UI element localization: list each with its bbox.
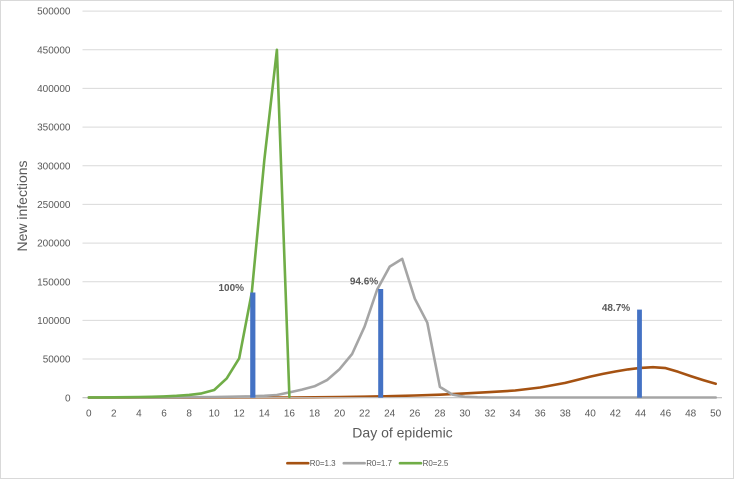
svg-text:500000: 500000 — [37, 7, 71, 18]
svg-text:150000: 150000 — [37, 277, 71, 288]
svg-text:Day of epidemic: Day of epidemic — [352, 425, 452, 441]
svg-text:28: 28 — [434, 408, 446, 419]
svg-text:48: 48 — [685, 408, 697, 419]
svg-text:40: 40 — [585, 408, 597, 419]
svg-text:36: 36 — [535, 408, 547, 419]
svg-text:200000: 200000 — [37, 239, 71, 250]
svg-text:44: 44 — [635, 408, 647, 419]
svg-text:42: 42 — [610, 408, 622, 419]
svg-text:10: 10 — [209, 408, 221, 419]
svg-text:34: 34 — [510, 408, 522, 419]
svg-text:0: 0 — [65, 393, 71, 404]
svg-text:16: 16 — [284, 408, 296, 419]
svg-text:24: 24 — [384, 408, 396, 419]
svg-text:450000: 450000 — [37, 45, 71, 56]
svg-text:50: 50 — [710, 408, 722, 419]
svg-text:14: 14 — [259, 408, 271, 419]
svg-text:50000: 50000 — [43, 355, 71, 366]
svg-text:38: 38 — [560, 408, 572, 419]
svg-text:New infections: New infections — [14, 160, 30, 251]
svg-text:12: 12 — [234, 408, 246, 419]
svg-text:94.6%: 94.6% — [350, 277, 378, 288]
svg-text:26: 26 — [409, 408, 421, 419]
svg-text:100%: 100% — [219, 283, 245, 294]
svg-text:8: 8 — [186, 408, 192, 419]
svg-text:32: 32 — [484, 408, 496, 419]
svg-text:R0=2.5: R0=2.5 — [423, 459, 449, 468]
svg-text:350000: 350000 — [37, 123, 71, 134]
svg-text:18: 18 — [309, 408, 321, 419]
svg-text:2: 2 — [111, 408, 117, 419]
svg-text:250000: 250000 — [37, 200, 71, 211]
svg-text:46: 46 — [660, 408, 672, 419]
svg-text:100000: 100000 — [37, 316, 71, 327]
svg-text:22: 22 — [359, 408, 371, 419]
svg-text:R0=1.3: R0=1.3 — [310, 459, 336, 468]
svg-text:4: 4 — [136, 408, 142, 419]
svg-text:0: 0 — [86, 408, 92, 419]
svg-text:400000: 400000 — [37, 84, 71, 95]
svg-text:48.7%: 48.7% — [602, 303, 630, 314]
svg-text:20: 20 — [334, 408, 346, 419]
svg-text:30: 30 — [459, 408, 471, 419]
svg-text:R0=1.7: R0=1.7 — [366, 459, 392, 468]
svg-text:300000: 300000 — [37, 161, 71, 172]
svg-text:6: 6 — [161, 408, 167, 419]
